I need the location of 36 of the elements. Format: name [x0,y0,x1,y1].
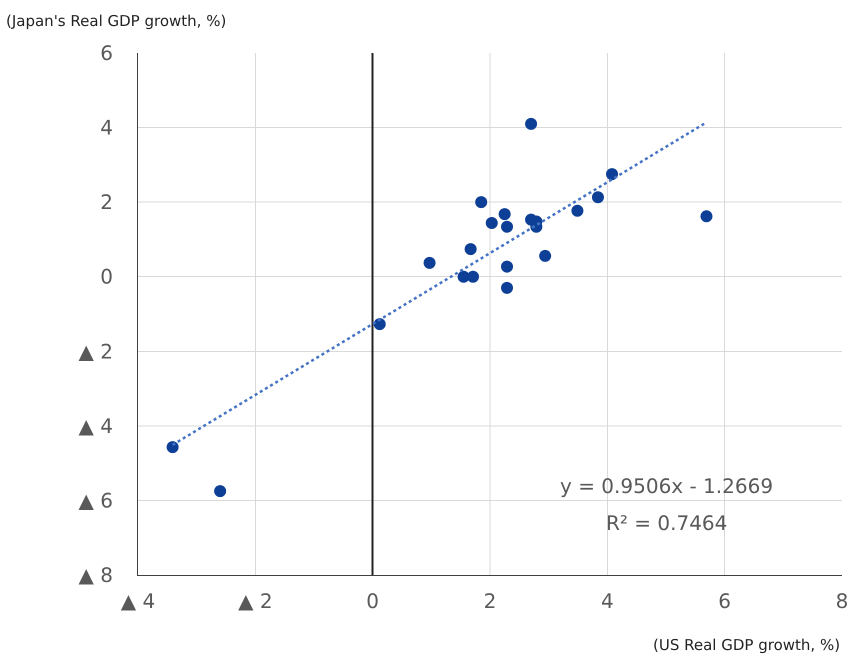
annotation: R² = 0.7464 [606,511,728,535]
x-tick-label: 4 [600,589,614,613]
point [466,270,479,283]
point [571,204,584,217]
point [501,260,514,273]
y-axis-title: (Japan's Real GDP growth, %) [6,12,226,30]
x-tick-label: 6 [718,589,732,613]
point [475,196,488,208]
point [501,282,514,294]
x-tick-label: ▲ 4 [120,589,156,613]
point [539,250,552,262]
x-tick-label: ▲ 2 [238,589,273,613]
point [424,256,436,269]
point [464,243,477,256]
point [214,485,226,498]
y-tick-label: 2 [100,190,113,214]
point [501,220,514,233]
point [166,441,179,454]
y-tick-label: ▲ 8 [78,563,113,587]
x-tick-label: 2 [484,589,496,613]
point [700,210,712,222]
annotation: y = 0.9506x - 1.2669 [560,474,774,498]
point [486,217,498,230]
y-tick-label: 0 [100,264,113,289]
x-tick-label: 0 [366,589,380,613]
y-tick-label: 6 [100,41,113,65]
point [525,118,538,130]
y-tick-label: ▲ 2 [78,339,113,364]
point [592,191,604,204]
x-axis-title: (US Real GDP growth, %) [653,636,840,654]
point [498,208,511,220]
y-tick-label: ▲ 6 [78,488,113,512]
y-tick-label: ▲ 4 [78,414,113,438]
point [606,168,618,180]
x-tick-label: 8 [836,589,848,613]
y-tick-label: 4 [100,116,113,140]
